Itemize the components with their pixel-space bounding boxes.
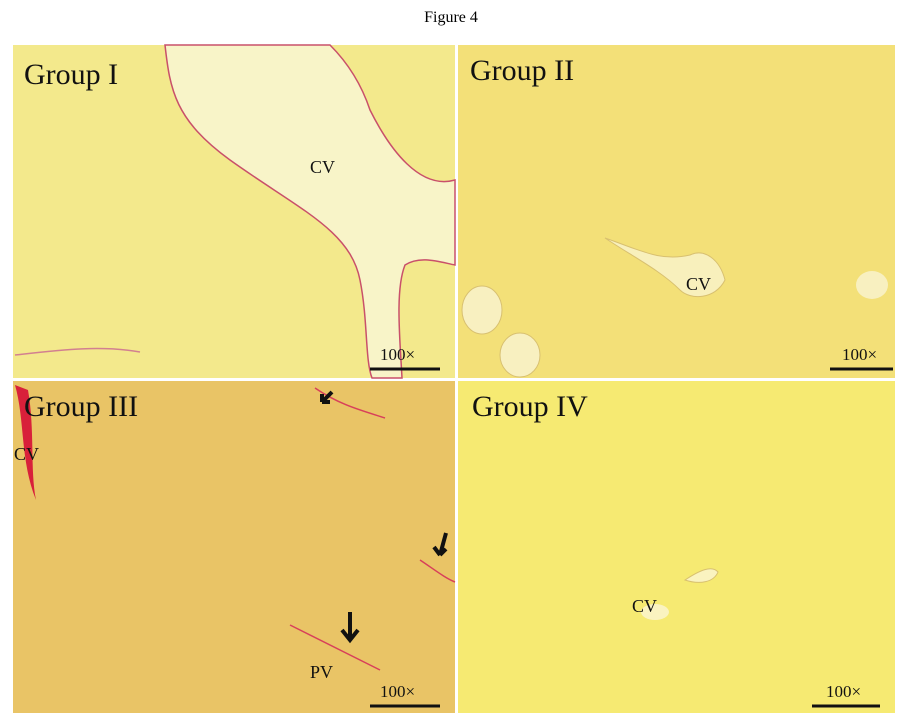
figure: Figure 4 Group I CV 100× Group II CV 100… [0, 0, 897, 717]
panel-label: Group II [470, 54, 574, 87]
micrograph [458, 45, 895, 378]
annotation: CV [14, 444, 39, 464]
scale-label: 100× [380, 345, 415, 364]
panel: Group III CV PV 100× [13, 381, 455, 713]
annotation: CV [310, 157, 335, 177]
panel-label: Group III [24, 390, 138, 423]
scale-label: 100× [826, 682, 861, 701]
vessel [500, 333, 540, 377]
scale-label: 100× [842, 345, 877, 364]
annotation: CV [686, 274, 711, 294]
panel-label: Group I [24, 58, 118, 91]
scale-label: 100× [380, 682, 415, 701]
panel: Group I CV 100× [13, 45, 455, 378]
panel: Group II CV 100× [458, 45, 895, 378]
micrograph [458, 381, 895, 713]
annotation: CV [632, 596, 657, 616]
page: {"figure": {"title": "Figure 4", "panels… [0, 0, 897, 717]
vessel [462, 286, 502, 334]
figure-title: Figure 4 [424, 9, 478, 26]
vessel [856, 271, 888, 299]
panel-label: Group IV [472, 390, 588, 423]
micrograph [13, 381, 455, 713]
panel: Group IV CV 100× [458, 381, 895, 713]
annotation: PV [310, 662, 333, 682]
